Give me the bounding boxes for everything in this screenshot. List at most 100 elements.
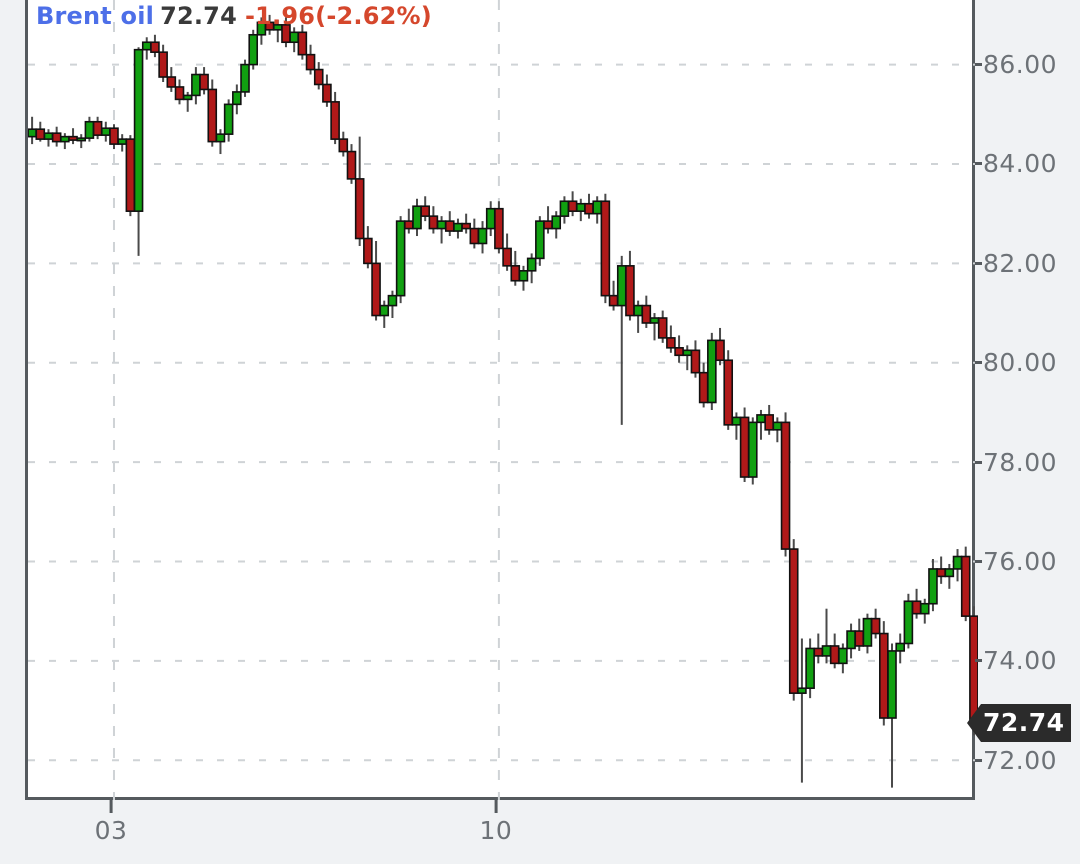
candle-body[interactable] — [633, 304, 643, 317]
candle-body[interactable] — [436, 220, 447, 230]
candle-body[interactable] — [682, 349, 693, 357]
candle-body[interactable] — [838, 647, 848, 665]
candle-body[interactable] — [518, 270, 529, 282]
candle-body[interactable] — [788, 548, 799, 694]
candle-body[interactable] — [911, 600, 922, 615]
candle-body[interactable] — [731, 416, 742, 426]
candle-body[interactable] — [461, 222, 471, 230]
candle-body[interactable] — [813, 647, 824, 657]
candle-body[interactable] — [829, 645, 840, 665]
candle-body[interactable] — [715, 339, 725, 362]
candle-body[interactable] — [854, 630, 865, 647]
candle-body[interactable] — [616, 265, 627, 307]
candle-body[interactable] — [141, 41, 152, 51]
candle-body[interactable] — [404, 220, 414, 230]
candle-body[interactable] — [919, 602, 930, 615]
candle-body[interactable] — [84, 120, 95, 139]
candle-body[interactable] — [125, 138, 136, 212]
candle-body[interactable] — [821, 645, 832, 657]
candle-body[interactable] — [207, 88, 218, 143]
candle-body[interactable] — [395, 220, 406, 297]
candle-body[interactable] — [543, 220, 553, 230]
candle-body[interactable] — [649, 317, 660, 324]
candle-body[interactable] — [215, 133, 226, 143]
candle-body[interactable] — [297, 31, 308, 56]
candle-body[interactable] — [453, 222, 463, 232]
candle-body[interactable] — [387, 294, 398, 307]
candle-body[interactable] — [191, 73, 201, 97]
candle-body[interactable] — [584, 202, 594, 215]
candle-body[interactable] — [862, 617, 873, 647]
candle-body[interactable] — [338, 138, 349, 153]
candle-body[interactable] — [313, 68, 324, 86]
candle-body[interactable] — [600, 200, 611, 297]
candle-body[interactable] — [240, 63, 250, 93]
plot-area[interactable] — [25, 0, 978, 800]
candle-body[interactable] — [51, 132, 62, 143]
candle-body[interactable] — [723, 359, 734, 426]
candle-body[interactable] — [477, 227, 488, 245]
candle-body[interactable] — [960, 555, 971, 617]
candle-body[interactable] — [674, 347, 684, 357]
candle-body[interactable] — [28, 128, 37, 138]
candle-body[interactable] — [756, 414, 766, 424]
candle-body[interactable] — [510, 265, 521, 282]
candle-body[interactable] — [576, 202, 586, 212]
candle-body[interactable] — [420, 205, 430, 217]
candle-body[interactable] — [92, 120, 103, 136]
candle-body[interactable] — [952, 555, 963, 570]
candle-body[interactable] — [870, 617, 881, 635]
candle-body[interactable] — [469, 227, 480, 245]
candle-body[interactable] — [764, 414, 774, 431]
candle-body[interactable] — [76, 137, 87, 142]
candle-body[interactable] — [60, 135, 70, 143]
candle-body[interactable] — [412, 205, 422, 230]
candle-body[interactable] — [371, 262, 381, 317]
candle-body[interactable] — [101, 127, 111, 136]
candle-body[interactable] — [444, 220, 455, 232]
candle-body[interactable] — [248, 33, 259, 66]
candle-body[interactable] — [535, 220, 545, 260]
candle-body[interactable] — [772, 421, 783, 431]
candle-body[interactable] — [330, 101, 340, 140]
candle-body[interactable] — [797, 687, 807, 694]
candle-body[interactable] — [526, 257, 537, 272]
candle-body[interactable] — [35, 128, 46, 140]
candle-body[interactable] — [747, 421, 758, 478]
candle-body[interactable] — [657, 317, 668, 339]
candle-body[interactable] — [887, 650, 897, 719]
candle-body[interactable] — [428, 215, 439, 230]
candle-body[interactable] — [928, 568, 938, 605]
candlestick-series[interactable] — [28, 0, 978, 800]
candle-body[interactable] — [485, 207, 496, 230]
candle-body[interactable] — [502, 247, 512, 267]
candle-body[interactable] — [363, 237, 373, 265]
candle-body[interactable] — [567, 200, 578, 212]
x-axis[interactable]: 03 10 — [0, 800, 1080, 864]
candle-body[interactable] — [305, 53, 316, 71]
candle-body[interactable] — [846, 630, 856, 650]
candle-body[interactable] — [117, 138, 127, 145]
candle-body[interactable] — [322, 83, 332, 103]
candle-body[interactable] — [707, 339, 717, 404]
candle-body[interactable] — [666, 337, 676, 349]
candle-body[interactable] — [166, 76, 177, 88]
candle-body[interactable] — [494, 207, 504, 250]
candle-body[interactable] — [223, 103, 234, 135]
candle-body[interactable] — [174, 86, 185, 101]
candle-body[interactable] — [551, 215, 562, 230]
candle-body[interactable] — [150, 41, 160, 53]
candle-body[interactable] — [936, 568, 946, 578]
candle-body[interactable] — [354, 178, 365, 240]
candle-body[interactable] — [608, 294, 619, 307]
candle-body[interactable] — [43, 132, 54, 140]
candle-body[interactable] — [559, 200, 570, 217]
candle-body[interactable] — [232, 91, 242, 106]
candle-body[interactable] — [109, 127, 119, 145]
candle-body[interactable] — [739, 416, 750, 478]
candle-body[interactable] — [641, 304, 652, 324]
candle-body[interactable] — [182, 94, 193, 101]
candle-body[interactable] — [289, 31, 299, 44]
candle-body[interactable] — [68, 135, 78, 141]
candle-body[interactable] — [879, 632, 889, 719]
